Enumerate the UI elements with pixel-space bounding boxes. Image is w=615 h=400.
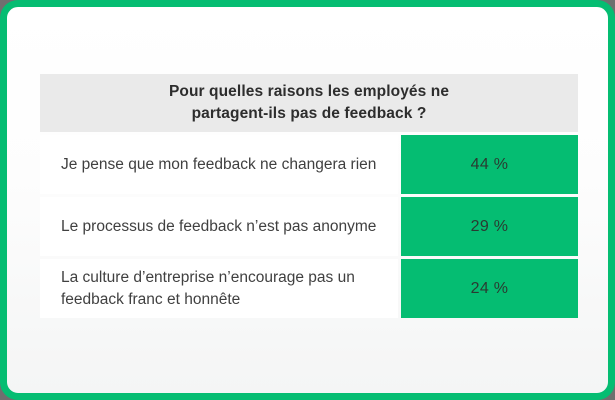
survey-results-table: Pour quelles raisons les employés ne par… bbox=[40, 74, 578, 318]
row-value-bar: 29 % bbox=[401, 197, 578, 256]
row-value-bar: 44 % bbox=[401, 135, 578, 194]
row-label: Le processus de feedback n’est pas anony… bbox=[40, 197, 398, 256]
table-title-text: Pour quelles raisons les employés ne par… bbox=[168, 82, 450, 122]
table-row: La culture d’entreprise n’encourage pas … bbox=[40, 259, 578, 318]
row-label: Je pense que mon feedback ne changera ri… bbox=[40, 135, 398, 194]
row-label: La culture d’entreprise n’encourage pas … bbox=[40, 259, 398, 318]
table-title: Pour quelles raisons les employés ne par… bbox=[40, 74, 578, 132]
row-value-bar: 24 % bbox=[401, 259, 578, 318]
table-row: Le processus de feedback n’est pas anony… bbox=[40, 197, 578, 256]
table-row: Je pense que mon feedback ne changera ri… bbox=[40, 135, 578, 194]
